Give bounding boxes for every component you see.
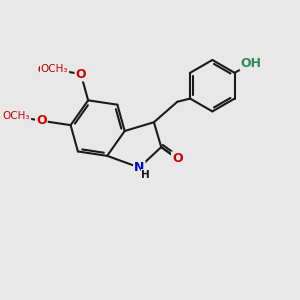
Text: OCH₃: OCH₃ <box>3 111 30 121</box>
Text: O: O <box>38 64 46 75</box>
Text: O: O <box>76 68 86 80</box>
Text: OCH₃: OCH₃ <box>41 64 68 74</box>
Text: O: O <box>36 114 47 127</box>
Text: O: O <box>12 111 21 122</box>
Text: O: O <box>172 152 183 165</box>
Text: N: N <box>134 161 145 174</box>
Text: H: H <box>141 169 150 180</box>
Text: OH: OH <box>241 57 262 70</box>
Text: O: O <box>50 64 59 75</box>
